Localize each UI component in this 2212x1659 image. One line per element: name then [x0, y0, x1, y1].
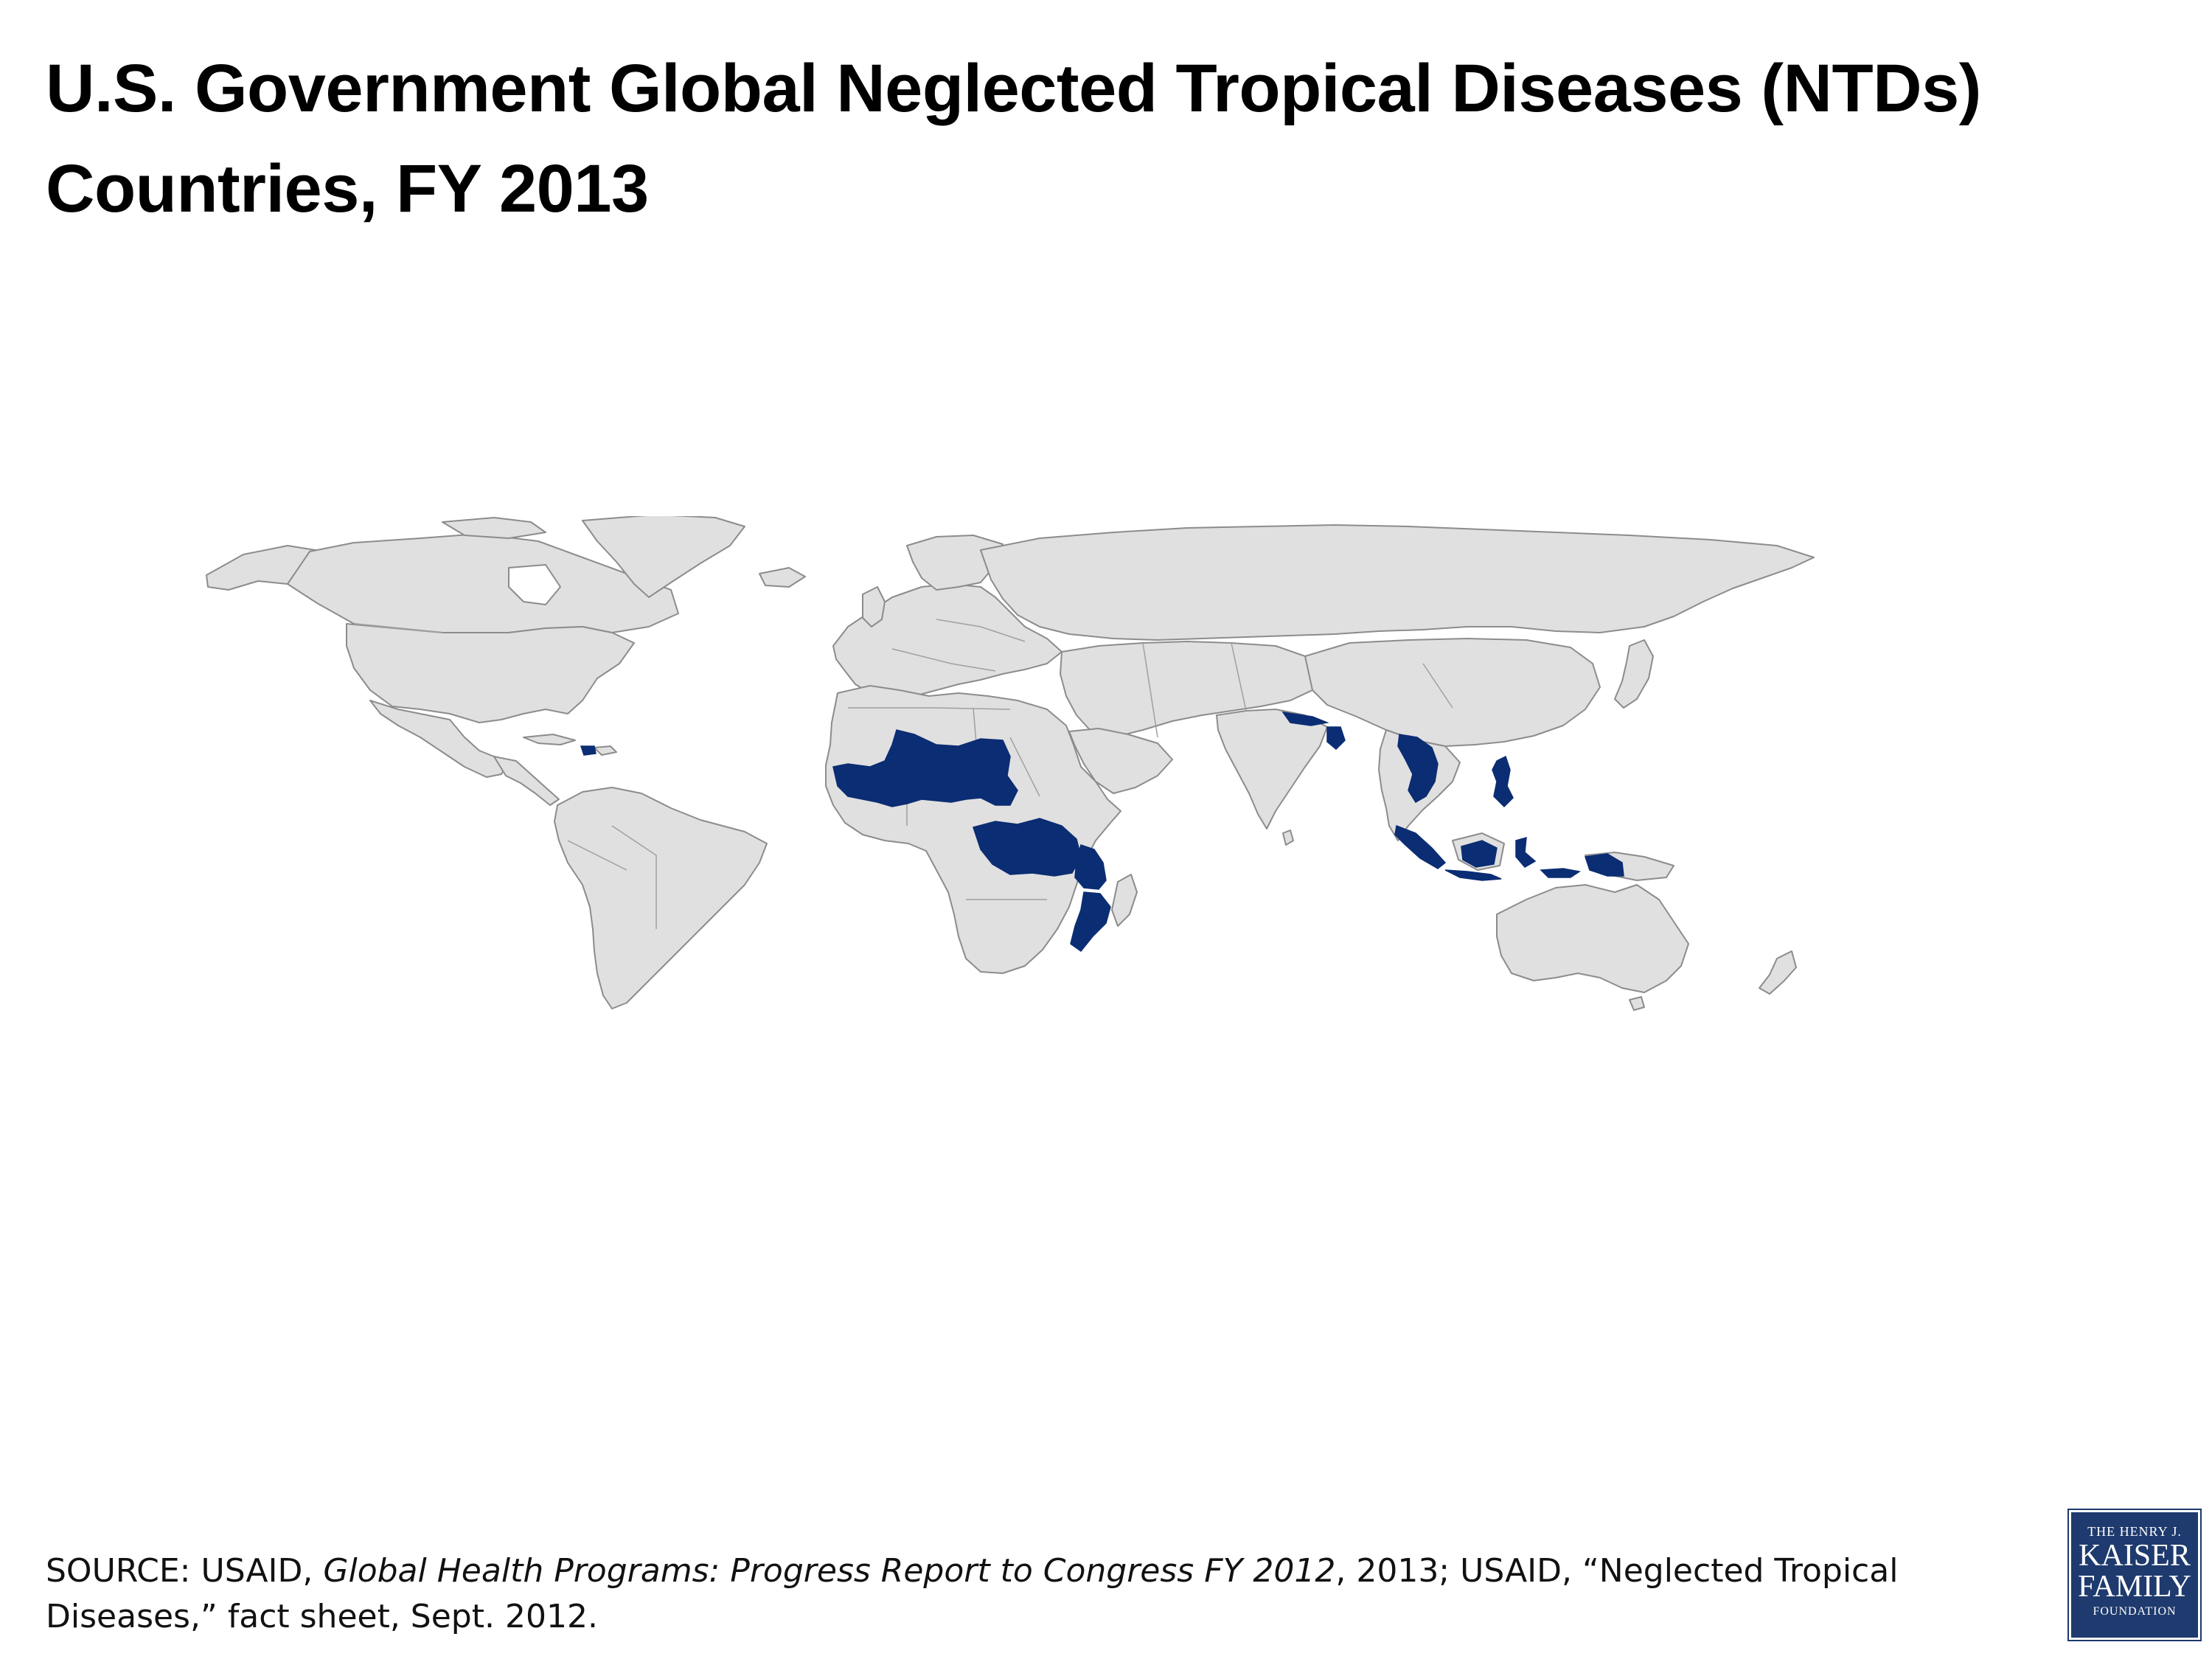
highlight-east-africa [1074, 844, 1107, 890]
land-tasmania [1629, 996, 1645, 1011]
land-central-asia [1060, 641, 1321, 738]
highlight-png [1585, 853, 1624, 877]
land-new-zealand [1759, 950, 1797, 995]
logo-line-3: FAMILY [2078, 1570, 2191, 1604]
land-madagascar [1111, 874, 1138, 927]
land-sri-lanka [1282, 830, 1294, 846]
highlight-kalimantan [1461, 840, 1498, 868]
land-central-america [493, 756, 560, 806]
land-south-america [554, 787, 768, 1009]
land-iceland [759, 567, 806, 588]
land-usa [346, 623, 635, 723]
land-australia [1496, 884, 1689, 993]
hudson-bay [508, 564, 561, 605]
source-report-title: Global Health Programs: Progress Report … [323, 1552, 1336, 1590]
source-note: SOURCE: USAID, Global Health Programs: P… [46, 1548, 1978, 1640]
land-cuba [523, 734, 576, 745]
highlight-indochina [1397, 734, 1439, 804]
land-russia [980, 524, 1815, 641]
highlight-east-indonesia [1540, 868, 1581, 878]
highlight-java [1444, 869, 1502, 881]
highlight-sumatra [1394, 824, 1447, 869]
land-layer [206, 516, 1815, 1011]
kff-logo: THE HENRY J. KAISER FAMILY FOUNDATION [2067, 1509, 2202, 1641]
land-uk [862, 586, 886, 627]
title-line-2: Countries, FY 2013 [46, 151, 649, 226]
highlight-philippines [1492, 755, 1514, 808]
source-prefix: SOURCE: USAID, [46, 1552, 324, 1590]
logo-line-1: THE HENRY J. [2087, 1524, 2182, 1539]
land-dominican [594, 745, 617, 756]
land-scandinavia [906, 535, 1004, 591]
land-india [1216, 709, 1328, 830]
land-greenland [582, 516, 745, 598]
land-japan [1614, 639, 1654, 709]
highlight-sulawesi [1515, 836, 1537, 868]
highlight-nepal [1281, 711, 1329, 726]
logo-line-2: KAISER [2079, 1539, 2191, 1573]
land-arctic-islands [442, 517, 546, 539]
land-china [1304, 638, 1601, 747]
source-rest: , 2013; USAID, “Neglected Tropical Disea… [46, 1552, 1899, 1635]
title-line-1: U.S. Government Global Neglected Tropica… [46, 51, 1981, 126]
highlight-west-africa [832, 729, 1018, 807]
highlight-layer [580, 711, 1624, 953]
highlight-mozambique [1070, 891, 1111, 953]
highlight-bangladesh [1326, 726, 1346, 751]
world-map [206, 516, 1815, 1011]
highlight-haiti [580, 745, 597, 756]
land-arabia [1068, 728, 1173, 794]
logo-line-4: FOUNDATION [2093, 1605, 2177, 1618]
page-title: U.S. Government Global Neglected Tropica… [46, 38, 2169, 239]
